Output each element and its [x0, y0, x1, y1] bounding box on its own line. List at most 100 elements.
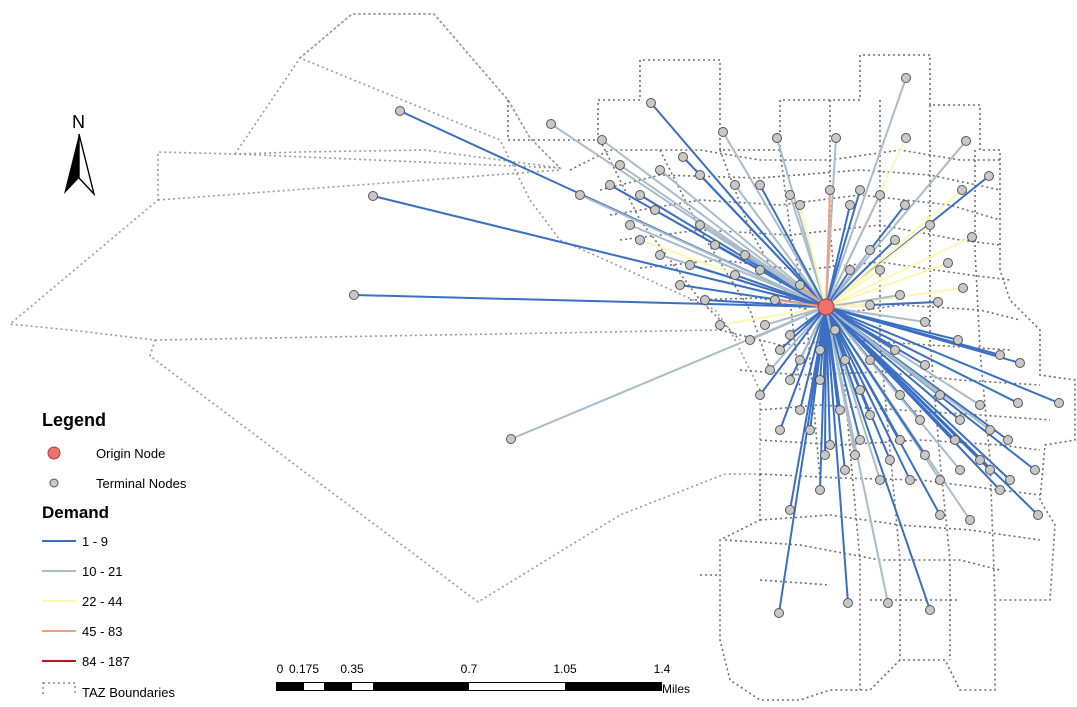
terminal-node [755, 265, 765, 275]
terminal-node [1005, 475, 1015, 485]
terminal-node [967, 232, 977, 242]
terminal-node [820, 450, 830, 460]
terminal-node [785, 505, 795, 515]
demand-line [650, 102, 827, 308]
legend-item-demand-4: 84 - 187 [42, 647, 272, 677]
scale-bar-tick-label: 0 [276, 662, 284, 676]
demand-line [825, 306, 911, 481]
terminal-node [843, 598, 853, 608]
demand-line [825, 194, 881, 308]
terminal-node [831, 133, 841, 143]
terminal-node [958, 283, 968, 293]
demand-line [825, 306, 926, 456]
legend-demand-title: Demand [42, 503, 110, 522]
demand-line [734, 184, 827, 308]
terminal-node [745, 335, 755, 345]
terminal-node [850, 450, 860, 460]
terminal-node [730, 270, 740, 280]
demand-lines [353, 77, 1060, 614]
demand-line [825, 239, 896, 308]
terminal-node [755, 180, 765, 190]
demand-line [825, 236, 973, 308]
terminal-node [349, 290, 359, 300]
terminal-node [865, 410, 875, 420]
terminal-node [835, 405, 845, 415]
terminal-node [943, 258, 953, 268]
legend-label-demand: 45 - 83 [82, 624, 123, 639]
terminal-node [760, 320, 770, 330]
demand-line [825, 306, 1021, 364]
terminal-node [1003, 435, 1013, 445]
legend-item-origin-node: Origin Node [42, 439, 272, 469]
taz-boundary-segment [724, 539, 1001, 571]
demand-line [759, 306, 827, 396]
north-arrow: N [58, 112, 102, 198]
terminal-node [1015, 358, 1025, 368]
terminal-node [961, 136, 971, 146]
terminal-node [675, 280, 685, 290]
terminal-node [795, 355, 805, 365]
demand-line [601, 139, 827, 308]
terminal-node [995, 485, 1005, 495]
terminal-node [575, 190, 585, 200]
terminal-node [955, 465, 965, 475]
demand-line [779, 306, 827, 351]
terminal-node [840, 355, 850, 365]
terminal-node [785, 375, 795, 385]
terminal-node [925, 220, 935, 230]
taz-boundary-segment [759, 514, 1041, 541]
terminal-node [925, 605, 935, 615]
demand-line [789, 306, 827, 511]
taz-divider [157, 169, 561, 201]
terminal-node [920, 317, 930, 327]
terminal-node [740, 250, 750, 260]
demand-line [825, 306, 841, 411]
terminal-node [845, 200, 855, 210]
terminal-node [718, 127, 728, 137]
terminal-node [678, 152, 688, 162]
terminal-node [965, 515, 975, 525]
demand-line [764, 306, 827, 326]
legend-item-terminal-nodes: Terminal Nodes [42, 469, 272, 499]
demand-line [825, 306, 961, 471]
terminal-node [933, 297, 943, 307]
origin-node [817, 298, 835, 316]
terminal-node [985, 425, 995, 435]
terminal-node [840, 465, 850, 475]
terminal-node [506, 434, 516, 444]
terminal-node [895, 435, 905, 445]
legend-label-demand: 22 - 44 [82, 594, 123, 609]
demand-line [353, 294, 827, 308]
demand-line-symbol [42, 540, 76, 542]
terminal-node [368, 191, 378, 201]
terminal-node [855, 185, 865, 195]
terminal-node [1013, 398, 1023, 408]
terminal-node [975, 400, 985, 410]
taz-boundary-segment [829, 100, 861, 690]
terminal-node [695, 170, 705, 180]
terminal-node [935, 390, 945, 400]
taz-boundary-symbol [42, 682, 76, 695]
terminal-node [1054, 398, 1064, 408]
legend-title: Legend [42, 410, 107, 430]
origin-node-symbol [47, 446, 61, 460]
demand-line [579, 194, 827, 308]
terminal-node [710, 240, 720, 250]
demand-line-symbol [42, 570, 76, 572]
demand-line [825, 262, 949, 308]
demand-line [769, 306, 827, 371]
terminal-node [920, 360, 930, 370]
demand-line [722, 131, 827, 308]
terminal-node-symbol [49, 478, 59, 488]
terminal-node [805, 425, 815, 435]
taz-boundary-segment [619, 224, 1001, 246]
taz-zone-northwest [233, 13, 563, 169]
demand-line [789, 194, 827, 308]
terminal-node [885, 455, 895, 465]
terminal-node [815, 375, 825, 385]
demand-line [825, 306, 926, 366]
demand-line [825, 189, 831, 308]
terminal-node [830, 325, 840, 335]
scale-bar-tick-label: 0.175 [288, 662, 320, 676]
